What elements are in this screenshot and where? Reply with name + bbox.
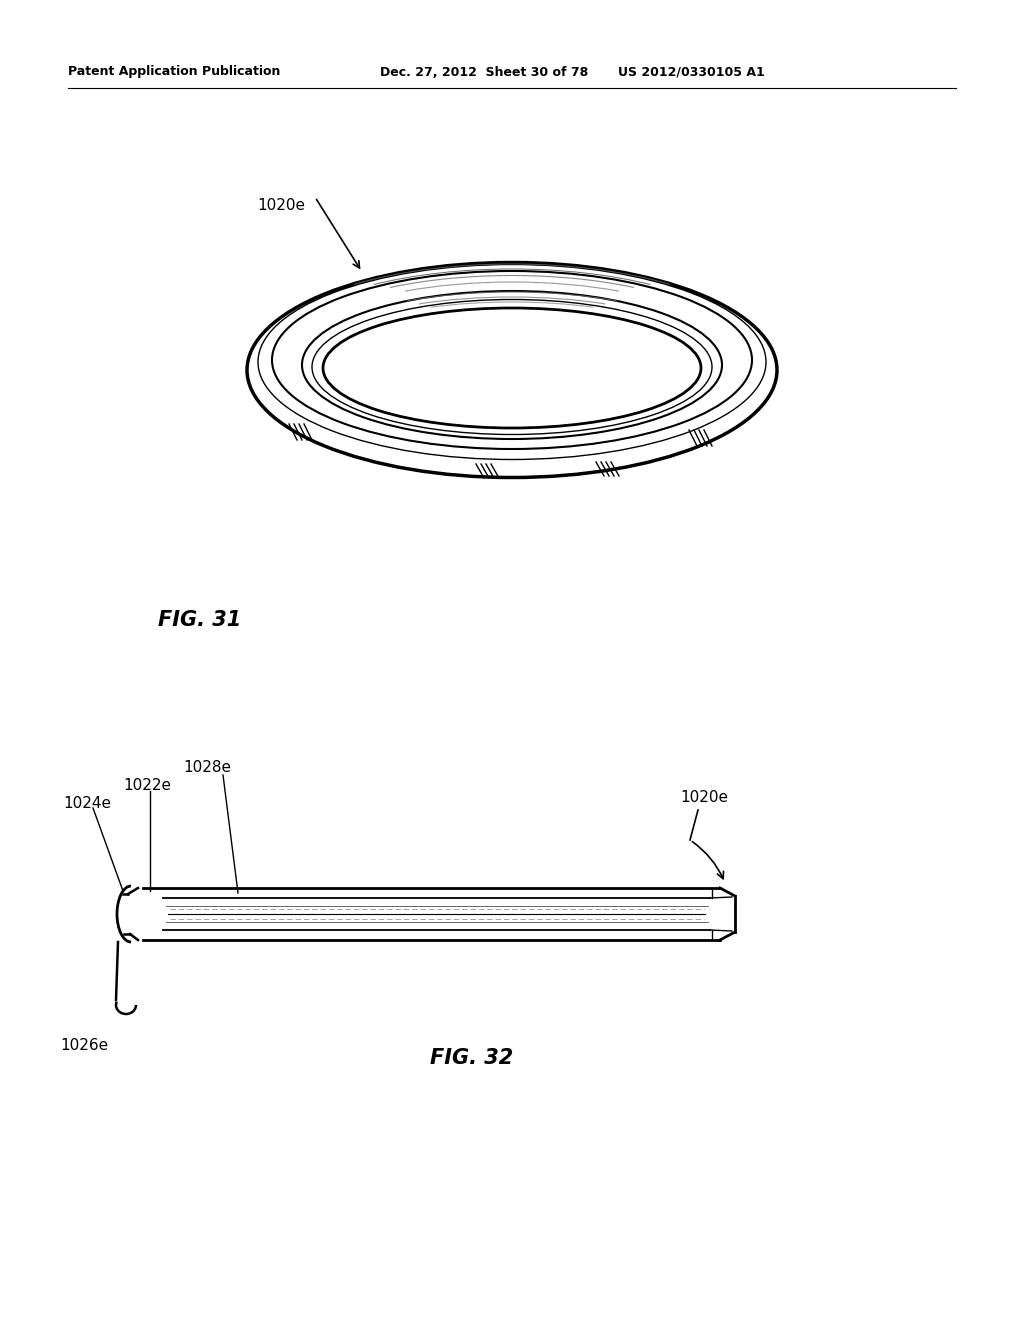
Text: 1028e: 1028e xyxy=(183,760,231,776)
Text: Dec. 27, 2012  Sheet 30 of 78: Dec. 27, 2012 Sheet 30 of 78 xyxy=(380,66,588,78)
Text: 1024e: 1024e xyxy=(63,796,111,810)
Text: FIG. 31: FIG. 31 xyxy=(158,610,242,630)
Text: 1022e: 1022e xyxy=(123,777,171,792)
Text: 1026e: 1026e xyxy=(60,1038,109,1052)
Text: Patent Application Publication: Patent Application Publication xyxy=(68,66,281,78)
Text: FIG. 32: FIG. 32 xyxy=(430,1048,513,1068)
Text: US 2012/0330105 A1: US 2012/0330105 A1 xyxy=(618,66,765,78)
Text: 1020e: 1020e xyxy=(257,198,305,213)
Text: 1020e: 1020e xyxy=(680,791,728,805)
